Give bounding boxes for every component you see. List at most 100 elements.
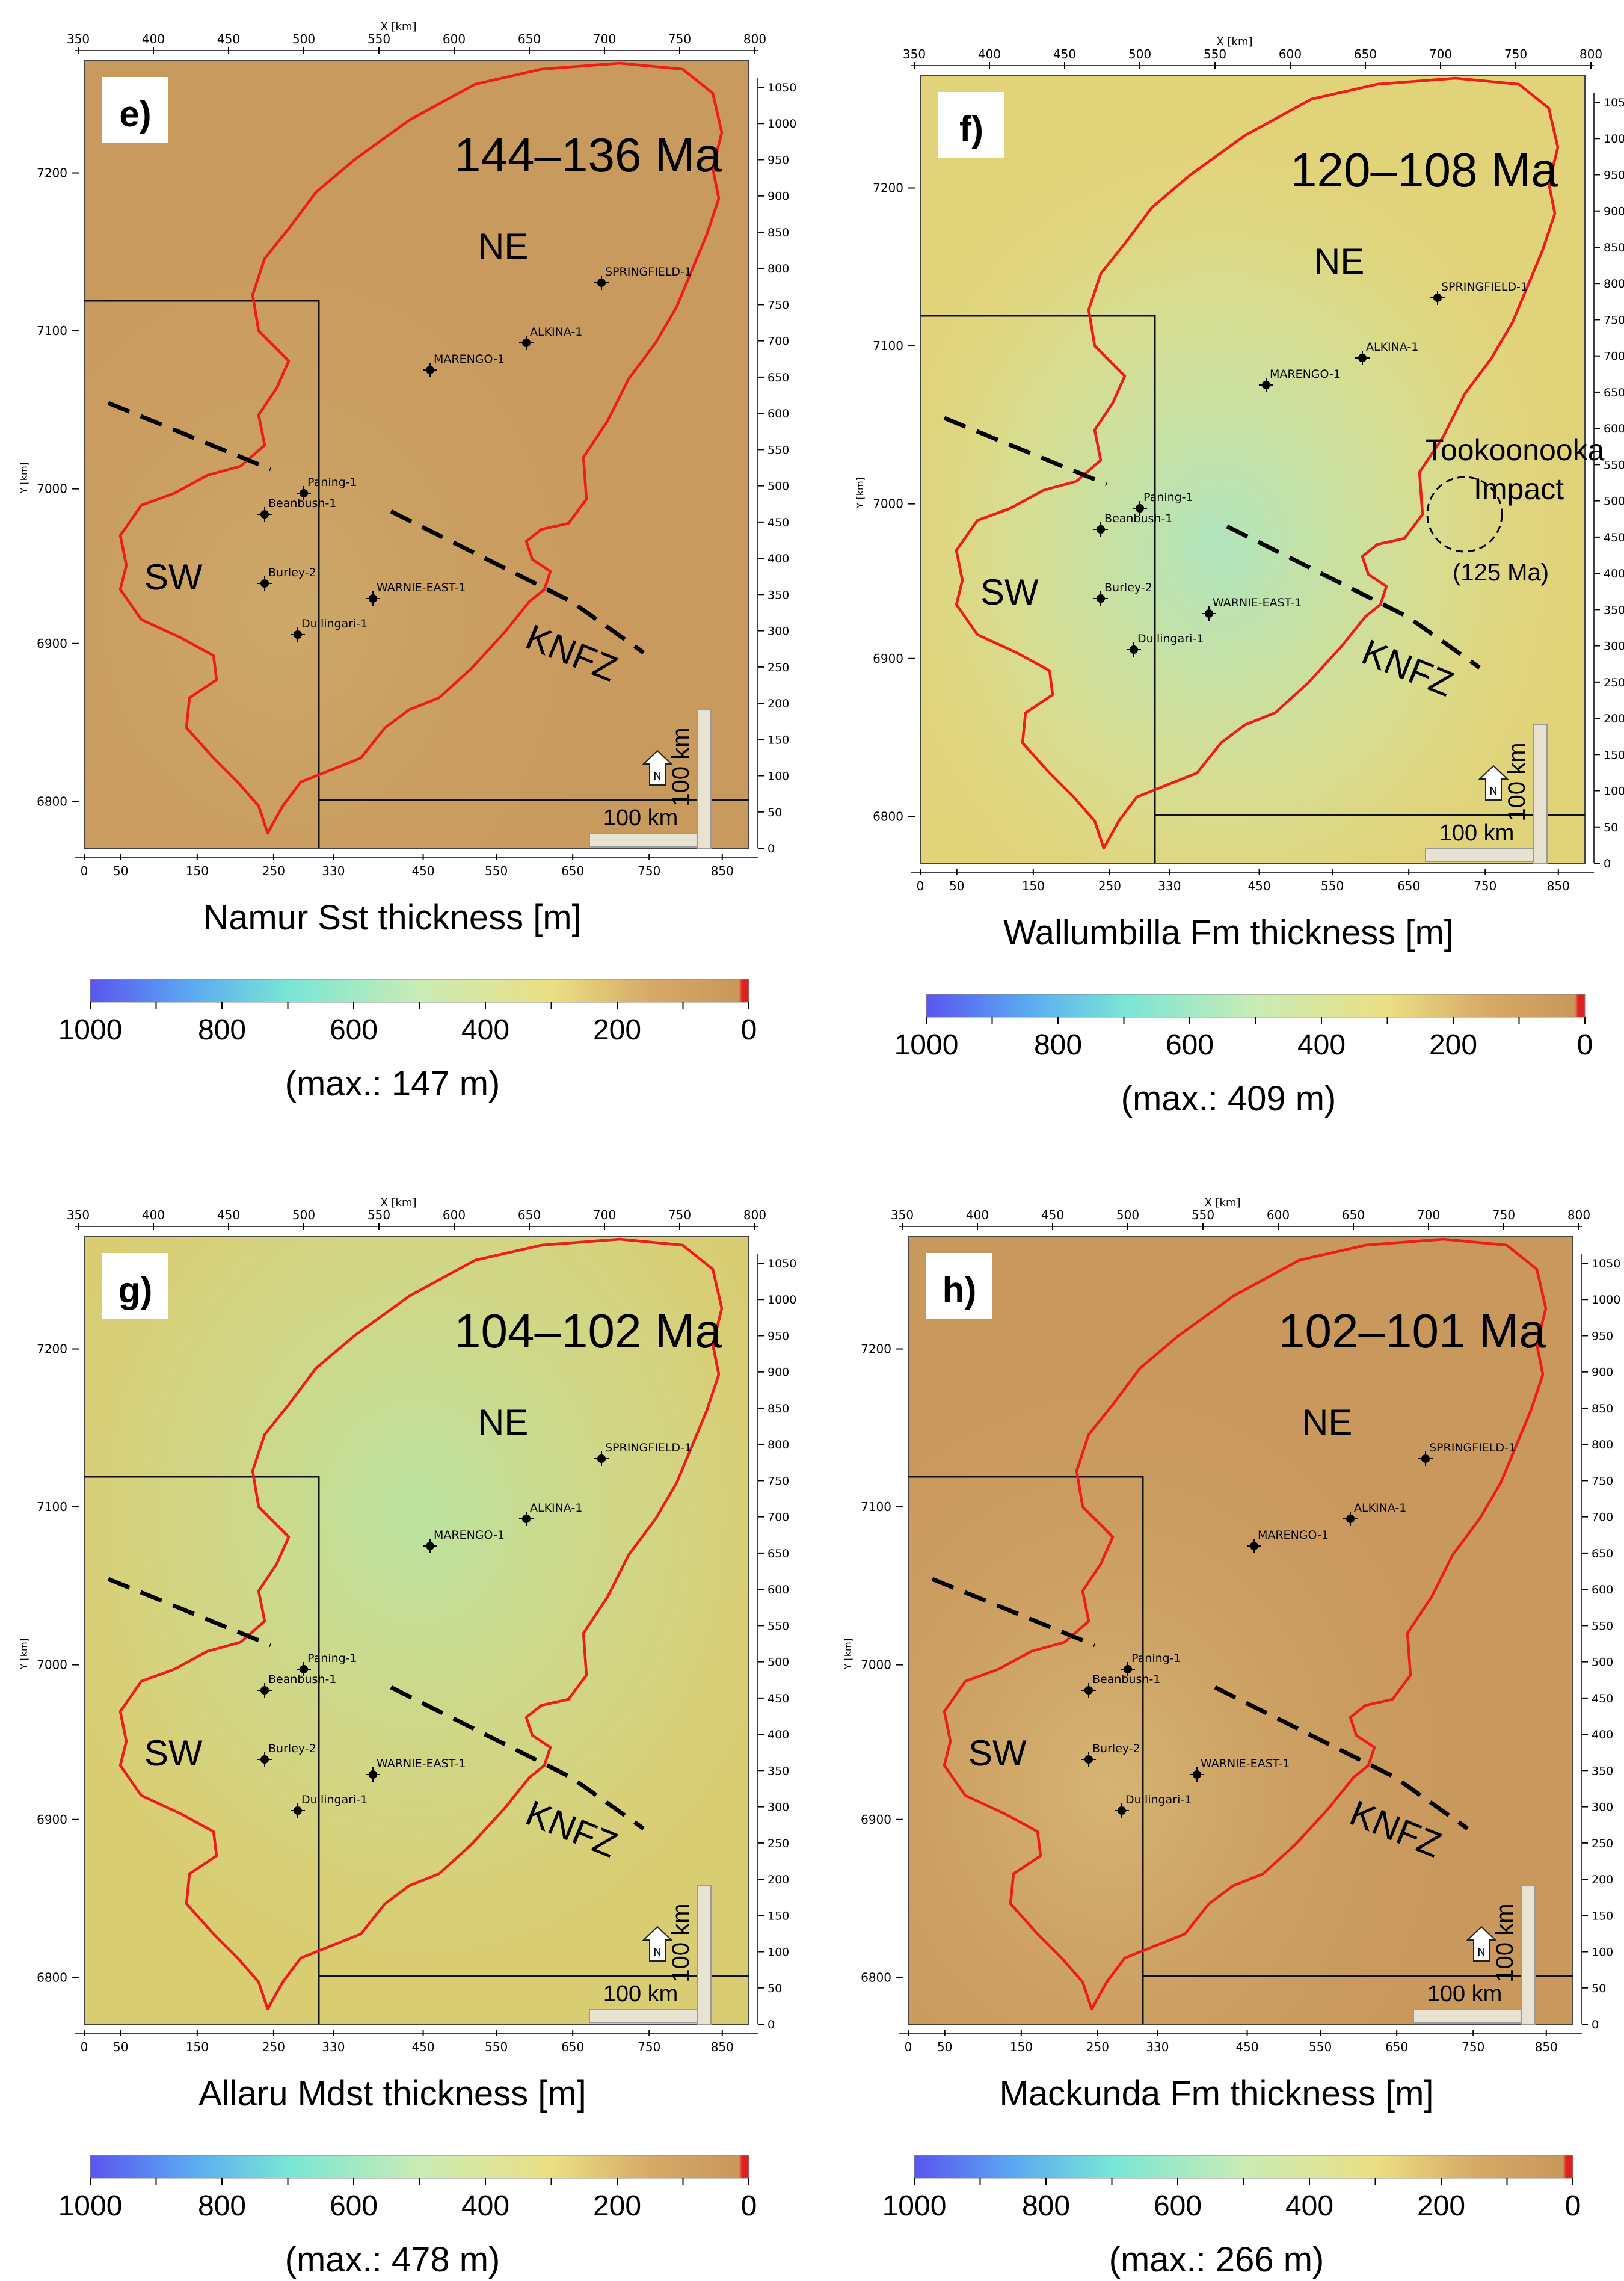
well-marker [300,1665,308,1673]
y-right-tick-label: 850 [1592,1402,1613,1415]
panel-letter: h) [943,1270,977,1310]
vertical-scale-bar [697,709,712,849]
y-right-tick-label: 400 [1604,567,1624,580]
well-label: WARNIE-EAST-1 [377,581,466,594]
x-top-tick-label: 650 [518,32,541,46]
horizontal-scale-label: 100 km [603,1981,678,2007]
region-label-ne: NE [1314,241,1364,282]
well-label: Dullingari-1 [1125,1793,1192,1806]
x-top-tick-label: 500 [1128,47,1151,61]
y-right-tick-label: 950 [767,153,789,167]
fault-line-west [943,416,1108,487]
region-label-sw: SW [144,557,203,597]
well-marker [260,1686,269,1695]
x-top-tick-label: 450 [217,1208,240,1222]
y-right-tick-label: 200 [1592,1873,1613,1886]
well-marker [294,630,302,639]
y-left-tick-label: 6800 [37,1970,67,1984]
y-right-tick-label: 150 [1592,1909,1613,1922]
colorbar-tick-label: 400 [461,2190,509,2222]
well-marker [1124,1665,1132,1673]
x-axis-unit-label: X [km] [1204,1196,1240,1209]
horizontal-scale-label: 100 km [1439,820,1515,846]
colorbar-tick-label: 600 [1154,2190,1202,2222]
region-label-sw: SW [980,572,1039,612]
region-label-ne: NE [478,226,528,266]
x-top-tick-label: 650 [1354,47,1377,61]
y-right-tick-label: 50 [767,1982,782,1995]
x-top-tick-label: 600 [1267,1208,1290,1222]
x-bottom-tick-label: 750 [1462,2040,1484,2054]
x-top-tick-label: 550 [1204,47,1226,61]
y-right-tick-label: 900 [1604,205,1624,218]
x-bottom-tick-label: 250 [262,864,285,878]
colorbar-tick-label: 1000 [58,2190,123,2222]
colorbar-tick-label: 800 [198,1014,246,1046]
y-right-tick-label: 700 [767,335,789,348]
y-left-tick-label: 7200 [873,181,903,195]
x-top-tick-label: 700 [593,32,616,46]
x-top-tick-label: 750 [668,32,691,46]
x-bottom-tick-label: 0 [81,864,88,878]
x-top-tick-label: 500 [292,1208,315,1222]
x-bottom-tick-label: 850 [711,2040,734,2054]
well-marker [369,1770,377,1779]
panel-letter: g) [118,1270,153,1310]
study-area-boundary [920,315,1156,863]
y-right-tick-label: 600 [767,407,789,420]
y-right-tick-label: 700 [767,1511,789,1524]
well-label: Burley-2 [268,1742,316,1755]
y-right-tick-label: 1000 [767,117,796,131]
y-right-tick-label: 450 [1604,531,1624,544]
y-right-tick-label: 400 [767,552,789,565]
x-bottom-tick-label: 250 [1098,879,1121,893]
x-top-tick-label: 650 [518,1208,541,1222]
x-top-tick-label: 350 [903,47,926,61]
well-marker [260,510,269,519]
panel-letter: f) [959,109,983,149]
horizontal-scale-bar [1413,2009,1522,2023]
max-thickness-label: (max.: 266 m) [1109,2240,1324,2279]
y-left-tick-label: 7100 [37,1500,67,1514]
well-marker [426,1542,434,1550]
y-right-tick-label: 250 [767,1837,789,1850]
y-right-tick-label: 900 [767,190,789,203]
y-right-tick-label: 800 [1604,277,1624,291]
north-arrow-icon [642,1925,673,1962]
y-right-tick-label: 800 [1592,1438,1613,1451]
y-right-tick-label: 950 [1592,1329,1613,1343]
y-axis-unit-label: Y [km] [18,1638,29,1670]
x-top-tick-label: 550 [368,1208,390,1222]
x-top-tick-label: 700 [1417,1208,1440,1222]
y-right-tick-label: 1050 [1604,96,1624,109]
x-axis-unit-label: X [km] [1216,35,1252,48]
panel-letter: e) [119,94,151,134]
colorbar-tick-label: 1000 [882,2190,947,2222]
y-right-tick-label: 100 [767,770,789,783]
map-frame [908,1236,1573,2025]
well-label: Dullingari-1 [301,617,368,630]
y-right-tick-label: 550 [767,1619,789,1633]
vertical-scale-label: 100 km [1504,742,1530,821]
x-bottom-tick-label: 450 [1247,879,1270,893]
colorbar-tick-label: 200 [593,2190,641,2222]
y-right-tick-label: 250 [767,661,789,674]
impact-crater-outline [1426,476,1503,553]
well-marker [1130,645,1138,654]
x-top-tick-label: 350 [891,1208,914,1222]
x-top-tick-label: 550 [1192,1208,1214,1222]
variable-title: Wallumbilla Fm thickness [m] [1003,913,1454,952]
max-thickness-label: (max.: 478 m) [285,2240,500,2279]
well-label: Beanbush-1 [1104,512,1172,525]
y-axis-unit-label: Y [km] [842,1638,854,1670]
y-right-tick-label: 100 [767,1946,789,1959]
x-bottom-tick-label: 0 [905,2040,912,2054]
basin-outline [943,1237,1548,2011]
well-marker [1193,1770,1201,1779]
variable-title: Allaru Mdst thickness [m] [198,2074,586,2113]
y-right-tick-label: 250 [1592,1837,1613,1850]
y-right-tick-label: 450 [767,516,789,529]
y-right-tick-label: 850 [1604,241,1624,254]
